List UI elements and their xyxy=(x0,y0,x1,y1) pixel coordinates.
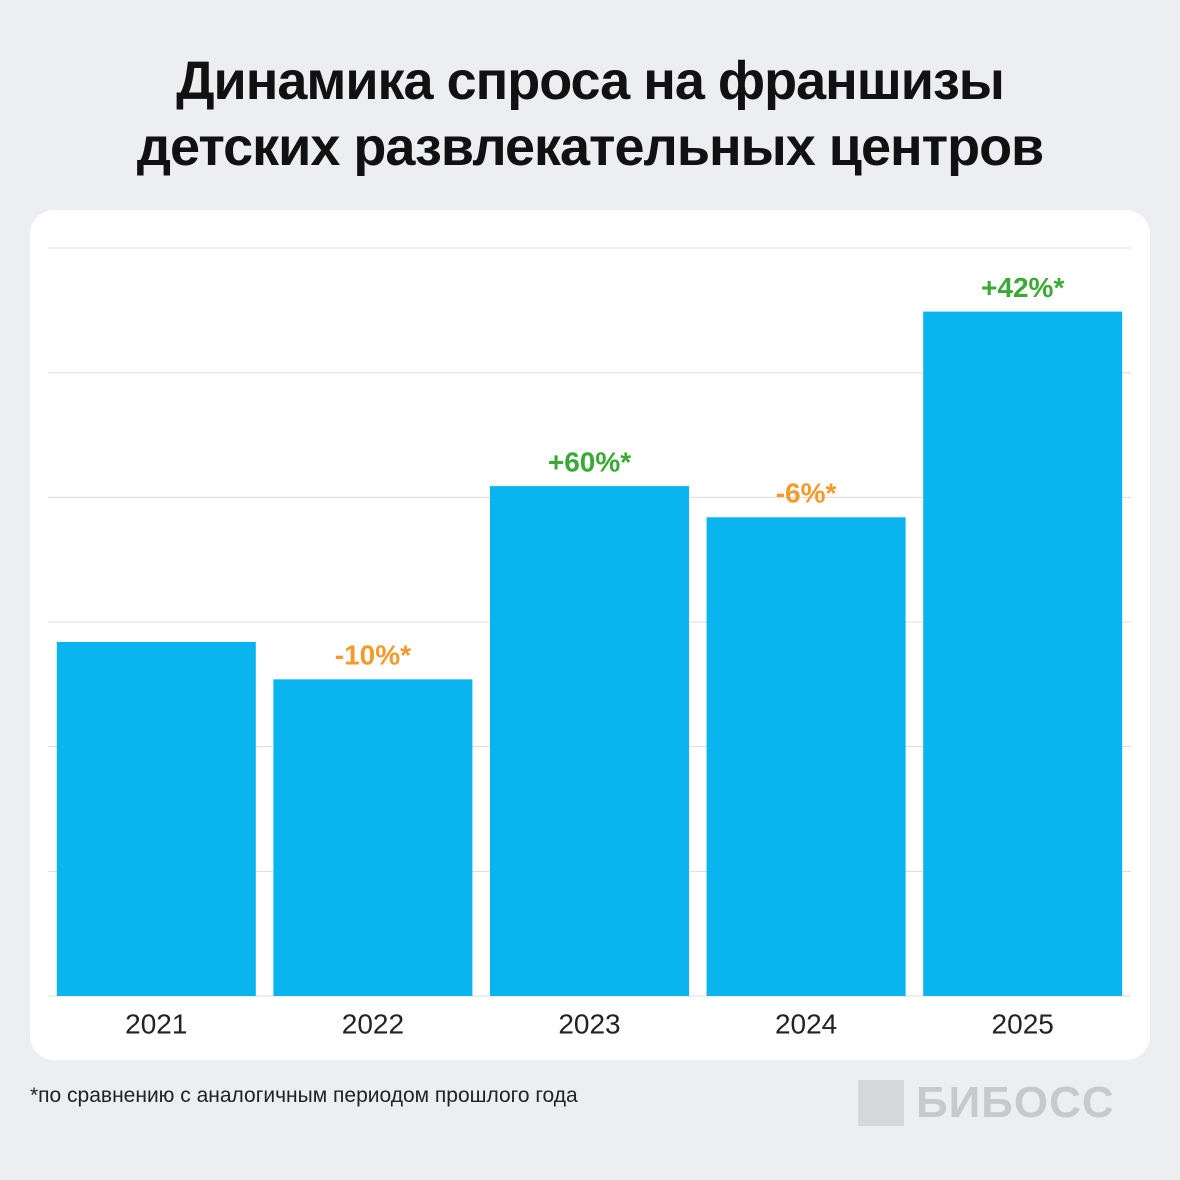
bar xyxy=(923,311,1123,997)
x-tick-label: 2021 xyxy=(125,1008,187,1039)
chart-title: Динамика спроса на франшизы детских разв… xyxy=(136,51,1045,177)
bar xyxy=(490,486,689,996)
x-tick-label: 2022 xyxy=(342,1008,404,1039)
logo-icon xyxy=(858,1080,904,1126)
logo-text: БИБОСС xyxy=(916,1078,1115,1127)
change-label: -10%* xyxy=(335,640,411,671)
logo: БИБОСС xyxy=(858,1078,1115,1128)
x-tick-label: 2024 xyxy=(775,1008,837,1039)
change-label: -6%* xyxy=(776,478,837,509)
footnote: *по сравнению с аналогичным периодом про… xyxy=(30,1084,578,1107)
change-label: +60%* xyxy=(548,447,631,478)
bar xyxy=(706,517,906,996)
x-tick-label: 2025 xyxy=(992,1008,1054,1039)
x-tick-label: 2023 xyxy=(558,1008,620,1039)
change-label: +42%* xyxy=(981,272,1064,303)
bar xyxy=(56,641,256,996)
bar xyxy=(273,679,473,996)
